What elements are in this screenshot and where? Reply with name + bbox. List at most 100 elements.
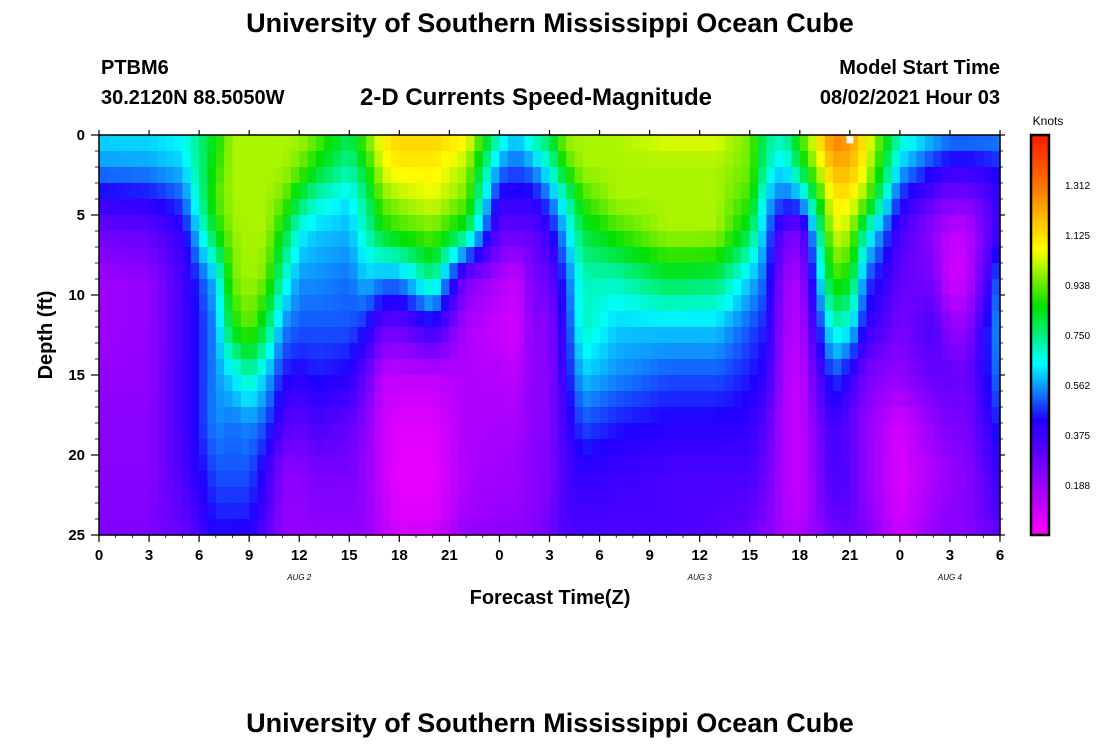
heatmap-cell (724, 311, 734, 328)
heatmap-cell (808, 327, 818, 344)
heatmap-cell (758, 423, 767, 440)
heatmap-cell (933, 359, 943, 376)
heatmap-cell (249, 263, 259, 280)
heatmap-cell (132, 343, 142, 360)
heatmap-cell (616, 487, 626, 504)
heatmap-cell (833, 135, 843, 152)
heatmap-cell (682, 391, 692, 408)
heatmap-cell (574, 391, 584, 408)
heatmap-cell (149, 439, 158, 456)
heatmap-cell (416, 327, 425, 344)
heatmap-cell (282, 407, 292, 424)
heatmap-cell (766, 263, 776, 280)
heatmap-cell (699, 359, 709, 376)
heatmap-cell (332, 151, 342, 168)
heatmap-cell (991, 279, 1001, 296)
heatmap-cell (516, 199, 526, 216)
heatmap-cell (682, 359, 692, 376)
heatmap-cell (783, 135, 793, 152)
heatmap-cell (691, 247, 701, 264)
x-tick-label: 3 (946, 547, 954, 564)
heatmap-cell (324, 247, 334, 264)
heatmap-cell (824, 311, 834, 328)
heatmap-cell (365, 487, 375, 504)
heatmap-cell (349, 311, 359, 328)
heatmap-cell (424, 327, 434, 344)
heatmap-cell (240, 295, 250, 312)
heatmap-cell (307, 327, 317, 344)
heatmap-cell (933, 391, 943, 408)
heatmap-cell (716, 439, 726, 456)
heatmap-cell (699, 247, 709, 264)
heatmap-cell (616, 263, 626, 280)
heatmap-cell (891, 439, 901, 456)
heatmap-cell (274, 231, 284, 248)
heatmap-cell (983, 199, 993, 216)
heatmap-cell (257, 295, 267, 312)
heatmap-cell (649, 231, 659, 248)
heatmap-cell (741, 439, 751, 456)
heatmap-cell (858, 359, 868, 376)
colorbar: Knots 1.3121.1250.9380.7500.5620.3750.18… (1029, 114, 1090, 537)
heatmap-cell (282, 327, 292, 344)
heatmap-cell (432, 295, 442, 312)
heatmap-cell (307, 263, 317, 280)
heatmap-cell (833, 231, 843, 248)
heatmap-cell (365, 327, 375, 344)
heatmap-cell (549, 439, 559, 456)
heatmap-cell (199, 215, 209, 232)
heatmap-cell (249, 471, 259, 488)
heatmap-cell (924, 183, 934, 200)
heatmap-cell (724, 391, 734, 408)
heatmap-cell (374, 135, 384, 152)
heatmap-cell (574, 439, 584, 456)
heatmap-cell (99, 455, 108, 472)
heatmap-cell (249, 343, 259, 360)
heatmap-cell (199, 455, 209, 472)
heatmap-cell (466, 247, 476, 264)
heatmap-cell (524, 295, 534, 312)
heatmap-cell (616, 215, 626, 232)
heatmap-cell (733, 391, 742, 408)
heatmap-cell (641, 199, 651, 216)
heatmap-cell (190, 215, 200, 232)
heatmap-cell (449, 199, 459, 216)
heatmap-cell (616, 439, 626, 456)
heatmap-cell (499, 487, 509, 504)
heatmap-cell (290, 519, 300, 536)
heatmap-cell (849, 327, 859, 344)
heatmap-cell (641, 471, 651, 488)
heatmap-cell (441, 247, 450, 264)
heatmap-cell (315, 183, 325, 200)
heatmap-cell (924, 231, 934, 248)
heatmap-cell (841, 135, 851, 152)
heatmap-cell (524, 247, 534, 264)
heatmap-cell (332, 199, 342, 216)
heatmap-cell (766, 471, 776, 488)
heatmap-cell (199, 359, 209, 376)
heatmap-cell (532, 311, 542, 328)
heatmap-cell (332, 359, 342, 376)
heatmap-cell (966, 135, 976, 152)
heatmap-cell (215, 167, 225, 184)
heatmap-cell (215, 151, 225, 168)
heatmap-cell (591, 247, 601, 264)
heatmap-cell (749, 311, 759, 328)
heatmap-cell (165, 263, 175, 280)
heatmap-cell (641, 231, 651, 248)
heatmap-cell (382, 183, 392, 200)
heatmap-cell (949, 455, 959, 472)
heatmap-cell (933, 423, 943, 440)
heatmap-cell (299, 279, 309, 296)
heatmap-cell (399, 343, 409, 360)
heatmap-cell (324, 263, 334, 280)
heatmap-cell (274, 423, 284, 440)
heatmap-cell (774, 263, 784, 280)
y-tick-label: 25 (68, 527, 85, 544)
heatmap-cell (265, 455, 275, 472)
heatmap-cell (591, 295, 601, 312)
heatmap-cell (482, 279, 492, 296)
heatmap-cell (399, 279, 409, 296)
heatmap-cell (949, 151, 959, 168)
heatmap-cell (566, 343, 576, 360)
